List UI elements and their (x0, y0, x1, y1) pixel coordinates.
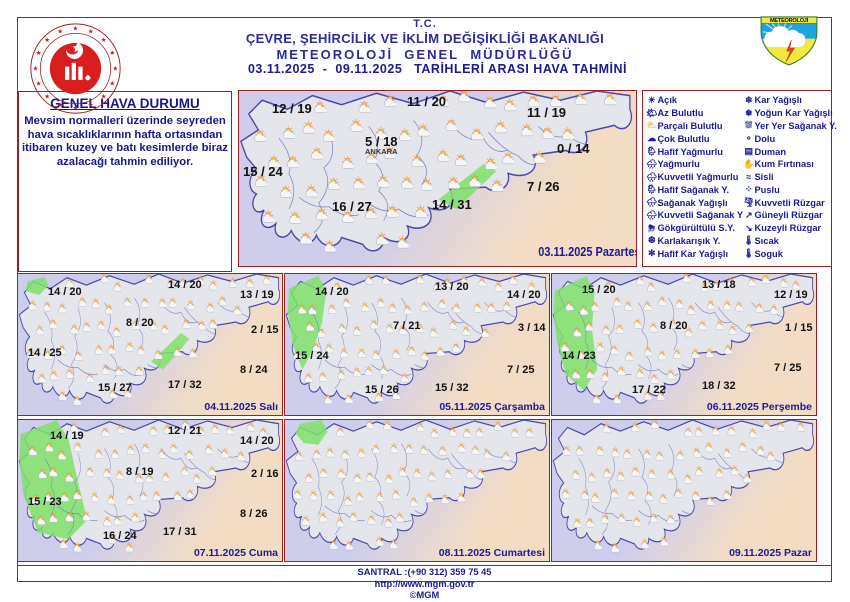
svg-text:★: ★ (88, 27, 94, 35)
svg-text:★: ★ (57, 101, 63, 109)
svg-text:★: ★ (73, 104, 79, 112)
svg-text:★: ★ (44, 36, 50, 44)
svg-text:★: ★ (73, 24, 79, 32)
svg-text:★: ★ (101, 36, 107, 44)
svg-text:★: ★ (44, 92, 50, 100)
svg-text:★: ★ (109, 49, 115, 57)
svg-text:★: ★ (57, 27, 63, 35)
svg-text:★: ★ (33, 64, 39, 72)
svg-text:★: ★ (88, 101, 94, 109)
svg-text:★: ★ (112, 64, 118, 72)
svg-text:METEOROLOJİ: METEOROLOJİ (770, 17, 809, 24)
svg-text:★: ★ (101, 92, 107, 100)
svg-text:★: ★ (36, 80, 42, 88)
svg-text:★: ★ (109, 80, 115, 88)
svg-text:★: ★ (36, 49, 42, 57)
svg-text:03.11.2025 Pazartesi: 03.11.2025 Pazartesi (538, 244, 637, 259)
